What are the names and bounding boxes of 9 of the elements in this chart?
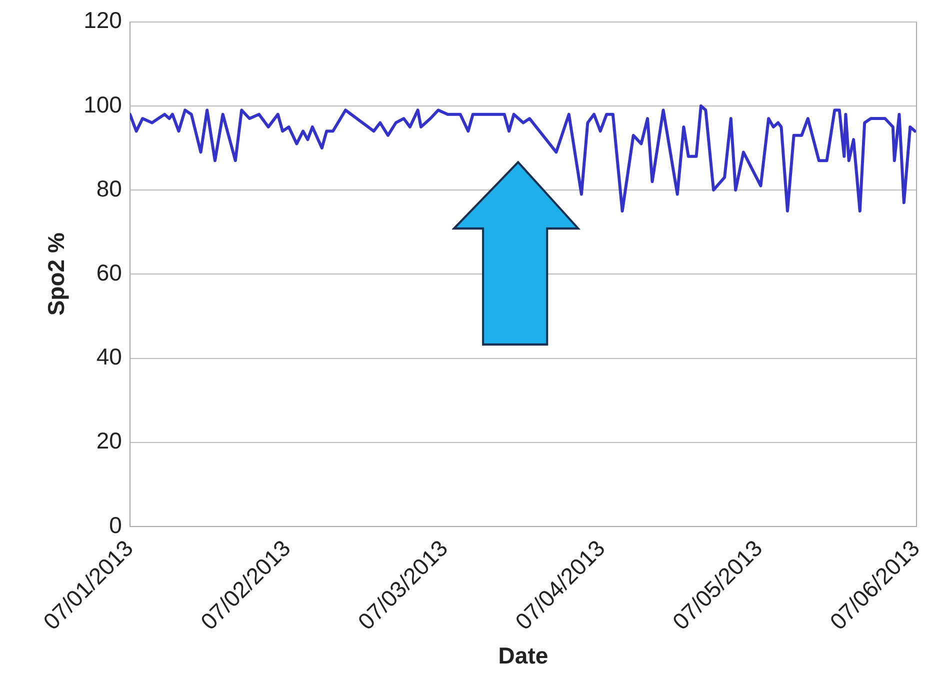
- y-tick-label: 0: [109, 512, 122, 538]
- y-tick-label: 120: [84, 7, 122, 34]
- y-tick-label: 40: [96, 344, 122, 370]
- x-axis-title: Date: [498, 642, 548, 669]
- y-axis-title: Spo2 %: [43, 232, 70, 316]
- y-tick-label: 60: [96, 259, 122, 286]
- y-tick-label: 80: [96, 175, 122, 202]
- y-tick-label: 20: [96, 428, 122, 454]
- y-tick-label: 100: [84, 91, 122, 118]
